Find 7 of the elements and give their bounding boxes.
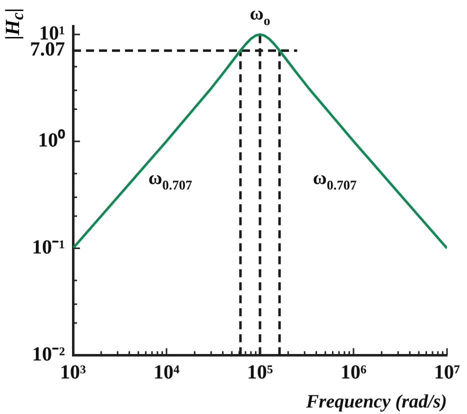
x-tick-label: 10⁵: [247, 361, 273, 384]
x-axis-title: Frequency (rad/s): [305, 392, 447, 413]
x-tick-label: 10⁶: [340, 361, 366, 384]
y-tick-label: 10⁻¹: [32, 236, 65, 258]
x-tick-label: 10⁴: [154, 361, 180, 384]
y-tick-label: 10⁰: [38, 128, 65, 152]
x-tick-label: 10⁷: [434, 361, 460, 384]
